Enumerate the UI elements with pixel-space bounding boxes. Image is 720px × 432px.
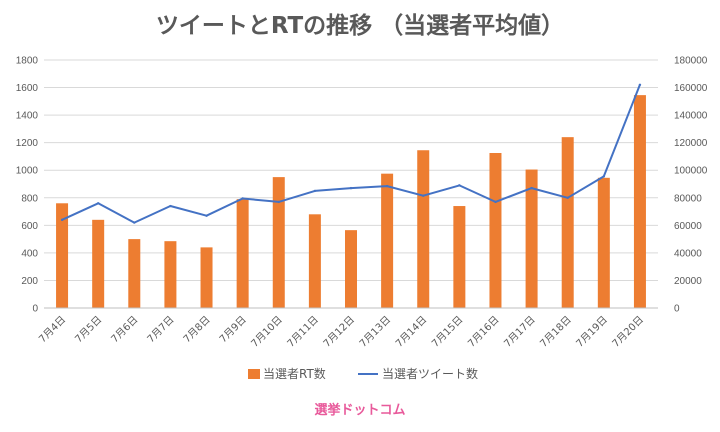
x-tick-label: 7月9日 <box>217 314 249 346</box>
left-axis-tick-label: 1200 <box>16 138 39 149</box>
bar <box>236 199 249 308</box>
x-tick-label: 7月7日 <box>145 314 177 346</box>
x-tick-label: 7月11日 <box>285 314 321 350</box>
line-point <box>169 204 172 208</box>
right-axis-tick-label: 80000 <box>674 193 702 204</box>
bar <box>272 177 285 308</box>
x-tick-label: 7月4日 <box>37 314 69 346</box>
line-point <box>60 218 64 222</box>
line-point <box>458 184 461 187</box>
right-axis-tick-label: 160000 <box>674 83 708 94</box>
left-axis-tick-label: 800 <box>21 193 38 204</box>
brand-logo: 選挙ドットコム <box>314 402 405 418</box>
legend-line-label: 当選者ツイート数 <box>382 366 478 381</box>
line-path <box>61 84 641 224</box>
bar <box>200 247 213 308</box>
x-tick-label: 7月14日 <box>393 314 429 350</box>
right-axis-tick-label: 0 <box>674 304 680 315</box>
left-axis-tick-label: 400 <box>21 248 38 259</box>
right-axis-tick-label: 180000 <box>674 56 708 67</box>
x-tick-label: 7月16日 <box>465 314 501 350</box>
line-series <box>60 83 642 224</box>
legend: 当選者RT数 当選者ツイート数 <box>248 366 478 381</box>
line-point <box>133 221 136 224</box>
left-axis-tick-label: 200 <box>21 276 38 287</box>
x-tick-label: 7月10日 <box>249 314 285 350</box>
line-point <box>313 189 317 193</box>
bar <box>453 206 466 308</box>
x-tick-label: 7月15日 <box>429 314 465 350</box>
left-axis-tick-label: 1800 <box>16 56 39 67</box>
right-axis: 0 20000 40000 60000 80000 100000 120000 140000 1… <box>674 56 708 315</box>
bar-series <box>56 95 646 308</box>
right-axis-tick-label: 40000 <box>674 248 702 259</box>
x-tick-label: 7月12日 <box>321 314 357 350</box>
left-axis-tick-label: 1400 <box>16 111 39 122</box>
bar <box>417 150 430 308</box>
right-axis-tick-label: 60000 <box>674 221 702 232</box>
brand-text: 選挙ドットコム <box>314 402 405 418</box>
bar <box>128 239 141 308</box>
line-point <box>277 200 280 204</box>
bar <box>597 177 610 308</box>
line-point <box>205 214 208 217</box>
bar <box>561 137 574 308</box>
bar <box>525 169 538 308</box>
legend-bar-label: 当選者RT数 <box>263 366 326 381</box>
right-axis-tick-label: 20000 <box>674 276 702 287</box>
left-axis-tick-label: 1000 <box>16 166 39 177</box>
line-point <box>566 196 569 199</box>
line-point <box>349 186 353 190</box>
bar <box>308 214 321 308</box>
x-axis: 7月4日 7月5日 7月6日 7月7日 7月8日 7月9日 7月10日 7月11日 7月12日 7… <box>37 307 658 350</box>
bar <box>345 230 357 308</box>
bar <box>56 203 69 308</box>
left-axis-tick-label: 0 <box>32 304 38 315</box>
line-point <box>530 186 533 190</box>
x-tick-label: 7月17日 <box>502 314 538 350</box>
left-axis: 0 200 400 600 800 1000 1200 1400 1600 1800 <box>16 56 39 315</box>
line-point <box>602 175 606 178</box>
x-tick-label: 7月5日 <box>73 314 105 346</box>
line-point <box>96 202 100 205</box>
left-axis-tick-label: 600 <box>21 221 38 232</box>
left-axis-tick-label: 1600 <box>16 83 39 94</box>
chart-title: ツイートとRTの推移 （当選者平均値） <box>155 13 565 39</box>
bar <box>164 241 177 308</box>
bar <box>381 173 394 308</box>
line-point <box>241 197 244 200</box>
line-point <box>494 200 497 204</box>
right-axis-tick-label: 100000 <box>674 166 708 177</box>
x-tick-label: 7月8日 <box>181 314 213 346</box>
legend-bar-swatch <box>248 369 260 379</box>
line-point <box>385 184 389 188</box>
line-point <box>422 194 425 197</box>
line-point <box>638 83 642 87</box>
right-axis-tick-label: 120000 <box>674 138 708 149</box>
x-tick-label: 7月19日 <box>574 314 610 350</box>
x-tick-label: 7月6日 <box>109 314 141 346</box>
x-tick-label: 7月13日 <box>357 314 393 350</box>
x-tick-label: 7月18日 <box>538 314 574 350</box>
bar <box>633 95 646 308</box>
bar <box>489 153 502 308</box>
x-tick-label: 7月20日 <box>610 314 646 350</box>
bar <box>92 219 105 308</box>
right-axis-tick-label: 140000 <box>674 111 708 122</box>
